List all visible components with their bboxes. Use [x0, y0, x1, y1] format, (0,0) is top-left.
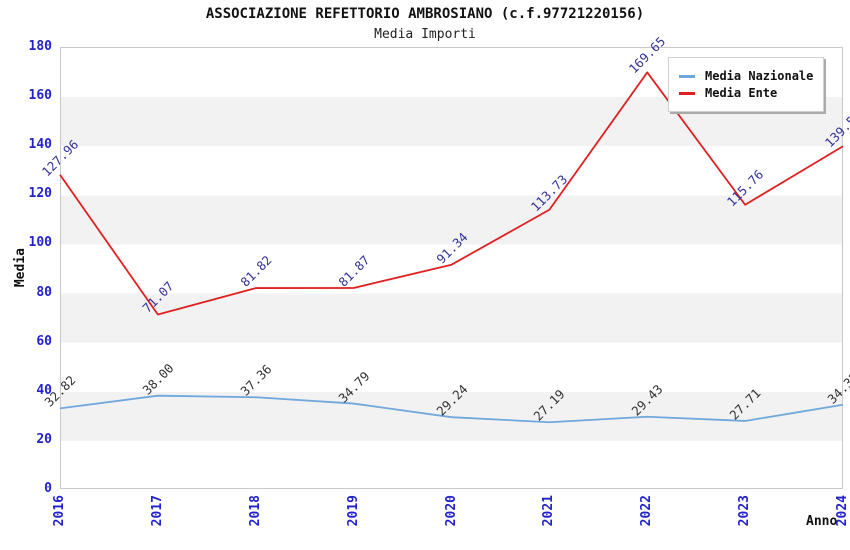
y-tick-label: 160 [28, 88, 52, 104]
x-tick-label: 2021 [541, 495, 557, 527]
chart-title: ASSOCIAZIONE REFETTORIO AMBROSIANO (c.f.… [205, 6, 645, 22]
plot-area [60, 47, 843, 489]
y-tick-label: 80 [36, 284, 52, 300]
x-tick-label: 2016 [52, 495, 67, 527]
media-nazionale-line-swatch [679, 74, 695, 78]
y-tick-label: 140 [28, 137, 52, 153]
x-tick-label: 2022 [639, 495, 655, 527]
x-tick-label: 2020 [443, 495, 459, 527]
y-tick-label: 180 [28, 39, 52, 54]
x-tick-label: 2019 [345, 495, 361, 527]
y-tick-label: 100 [28, 235, 52, 251]
y-tick-label: 40 [36, 382, 52, 398]
legend-label-media-nazionale: Media Nazionale [705, 69, 814, 83]
x-tick-label: 2024 [835, 495, 850, 527]
legend-label-media-ente: Media Ente [705, 86, 778, 100]
y-tick-label: 120 [28, 186, 52, 202]
y-tick-label: 60 [36, 333, 52, 349]
x-axis-title: Anno [806, 514, 838, 529]
media-ente-line-swatch [679, 91, 695, 95]
y-tick-label: 0 [44, 481, 52, 496]
x-tick-label: 2017 [149, 495, 165, 527]
x-tick-label: 2023 [737, 495, 753, 527]
y-tick-label: 20 [36, 431, 52, 447]
legend-item-media-ente: Media Ente [679, 86, 813, 100]
legend: Media Nazionale Media Ente [668, 57, 825, 112]
chart-subtitle: Media Importi [374, 27, 476, 42]
legend-item-media-nazionale: Media Nazionale [679, 69, 813, 83]
x-tick-label: 2018 [247, 495, 263, 527]
y-axis-title: Media [13, 248, 28, 288]
